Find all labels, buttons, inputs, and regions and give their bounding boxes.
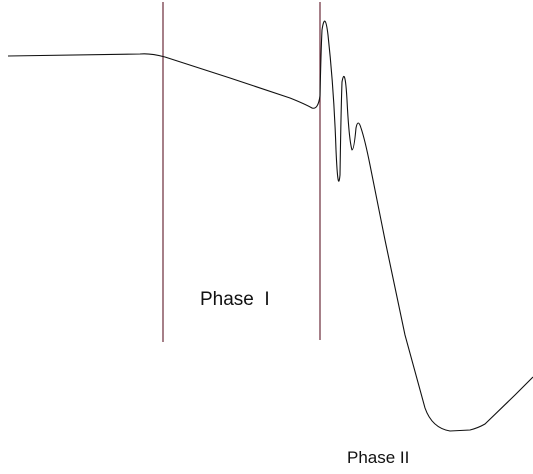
phase-2-label: Phase II xyxy=(347,448,409,467)
phase-curve xyxy=(7,20,533,432)
phase-1-label: Phase I xyxy=(200,289,270,310)
